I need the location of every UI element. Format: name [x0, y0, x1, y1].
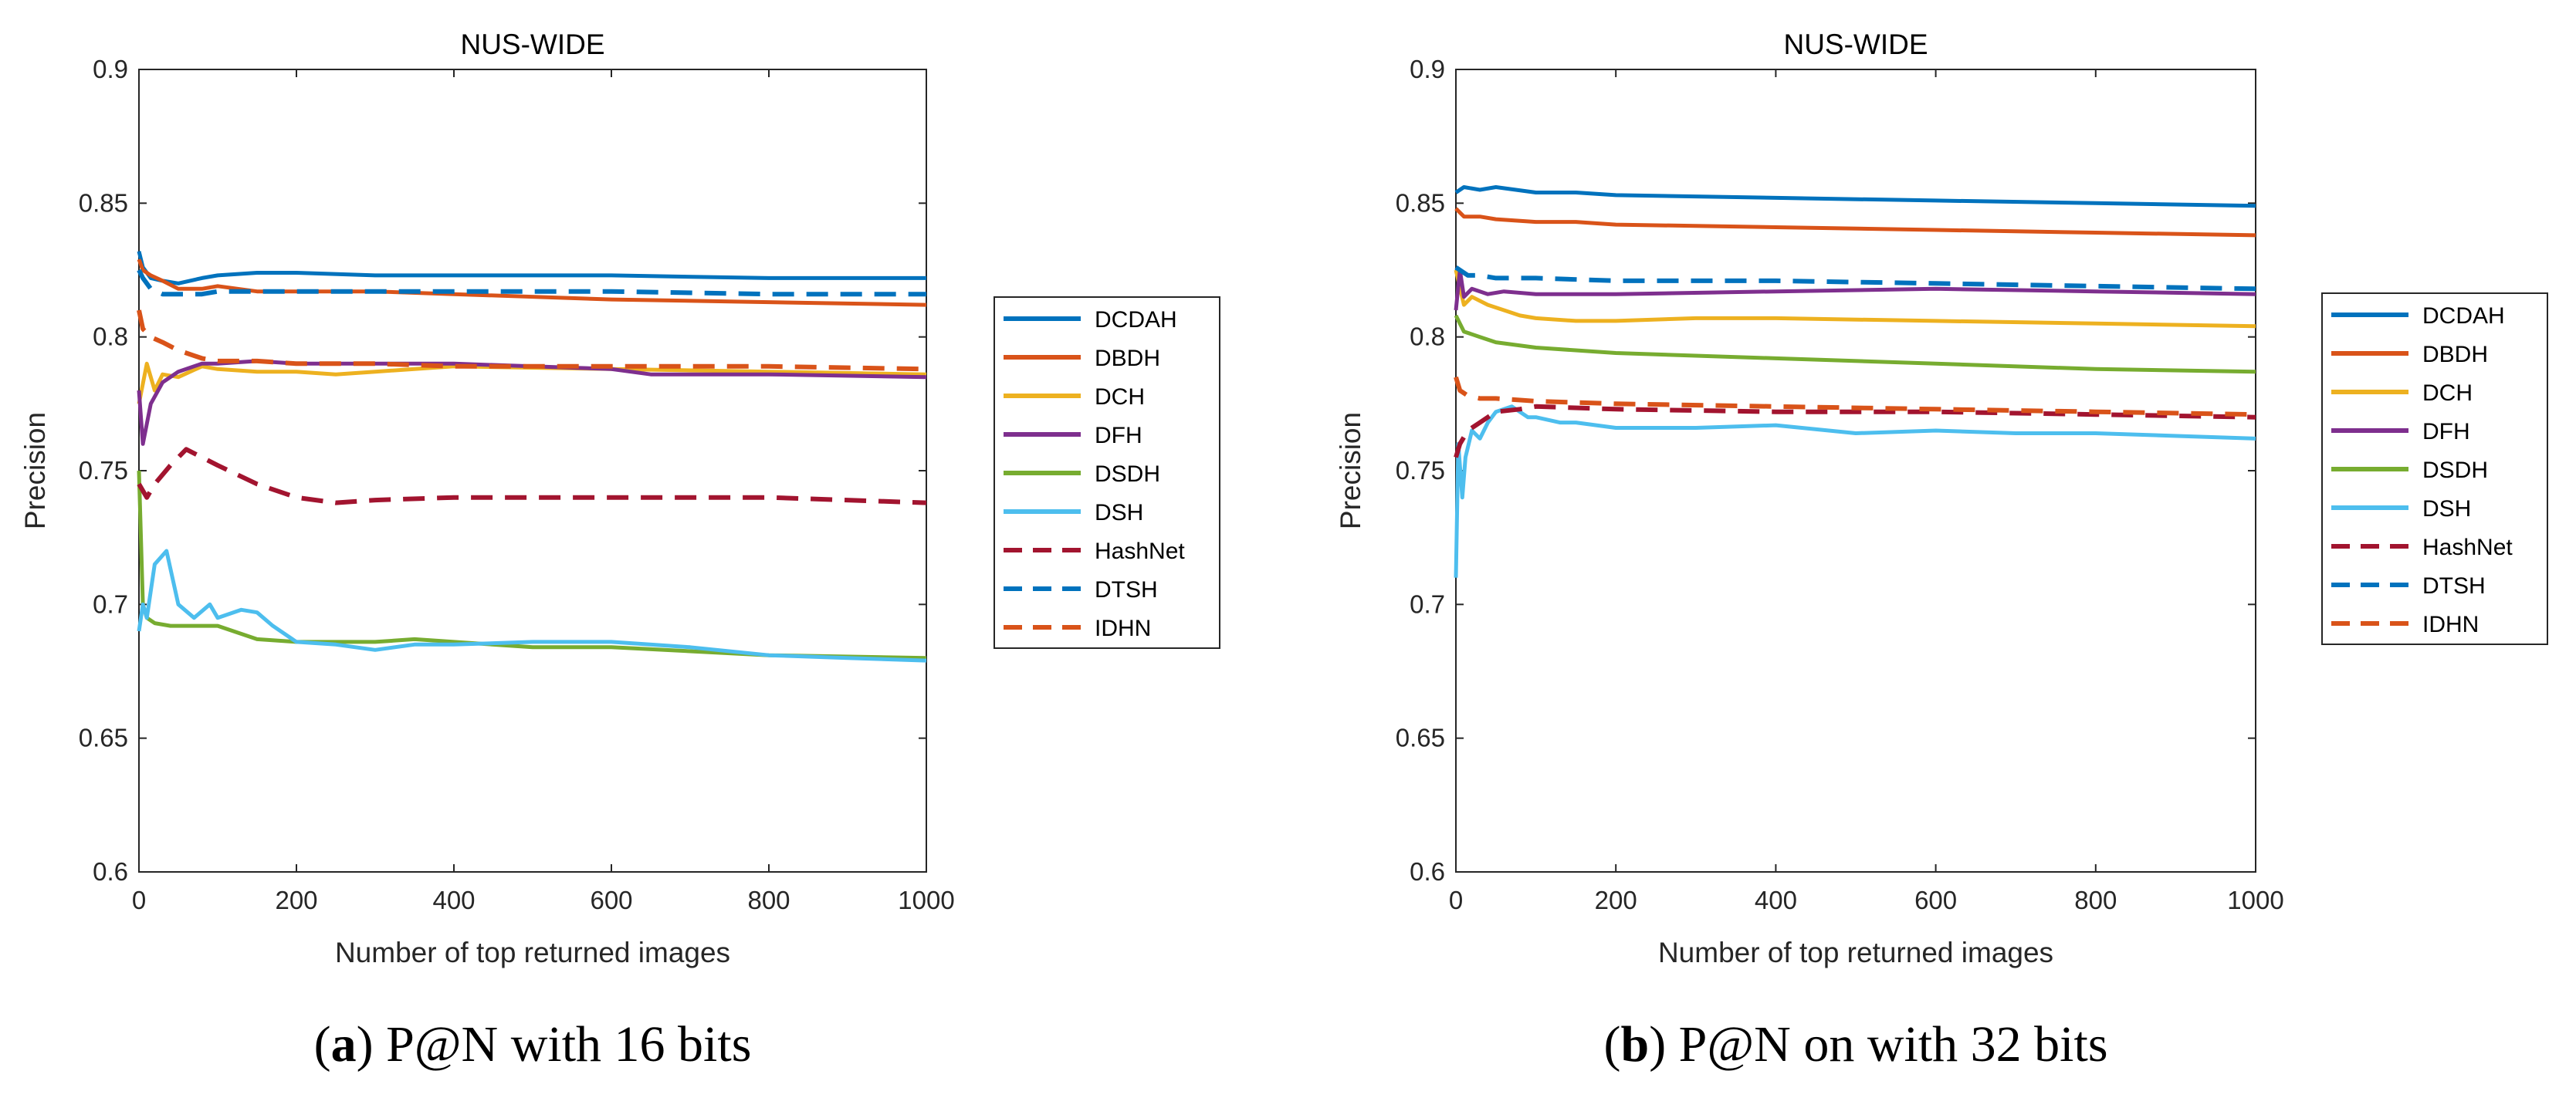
- chart-a-series-dbdh: [137, 258, 927, 307]
- chart-b-legend-label-dfh: DFH: [2422, 419, 2470, 444]
- chart-b-legend-label-dsh: DSH: [2422, 496, 2471, 522]
- chart-b-ytick-label: 0.8: [1410, 323, 1445, 351]
- chart-b-ytick-label: 0.7: [1410, 590, 1445, 618]
- chart-b-y-axis: 0.6 0.65 0.7 0.75 0.8 0.85 0.9: [1396, 55, 2256, 886]
- chart-b-xtick-label: 800: [2074, 886, 2117, 914]
- chart-a-legend-label-dtsh: DTSH: [1095, 577, 1158, 603]
- chart-b-ytick-label: 0.9: [1410, 55, 1445, 83]
- chart-a-caption: (a) P@N with 16 bits: [314, 1016, 752, 1073]
- chart-a-series: [137, 251, 927, 663]
- chart-a-y-axis: 0.6 0.65 0.7 0.75 0.8 0.85 0.9: [79, 55, 926, 886]
- chart-a-series-dsh: [137, 549, 927, 663]
- chart-b-xtick-label: 600: [1914, 886, 1957, 914]
- chart-a-ylabel: Precision: [19, 412, 51, 529]
- chart-a-ytick-label: 0.8: [93, 323, 128, 351]
- chart-a-series-hashnet: [137, 447, 927, 505]
- chart-b-legend-label-hashnet: HashNet: [2422, 535, 2513, 560]
- chart-a-legend-label-dsh: DSH: [1095, 500, 1143, 525]
- chart-b-ytick-label: 0.65: [1396, 724, 1445, 752]
- chart-a-series-idhn: [137, 309, 927, 372]
- chart-b-ytick-label: 0.85: [1396, 188, 1445, 217]
- chart-a-legend-label-dcdah: DCDAH: [1095, 307, 1177, 333]
- chart-b-series-dsh: [1454, 404, 2256, 578]
- chart-a-xtick-label: 200: [275, 886, 317, 914]
- chart-b-xtick-label: 400: [1755, 886, 1797, 914]
- chart-a-xtick-label: 1000: [898, 886, 954, 914]
- chart-b-series-dcdah: [1454, 185, 2256, 208]
- chart-b-series-dfh: [1454, 268, 2256, 311]
- chart-a-xtick-label: 400: [432, 886, 475, 914]
- chart-b-legend: DCDAH DBDH DCH DFH DSDH DSH HashNet DTSH IDHN: [2331, 303, 2513, 637]
- chart-b-series-idhn: [1454, 376, 2256, 417]
- chart-a-plot-area: [138, 69, 927, 873]
- chart-b-legend-label-dbdh: DBDH: [2422, 342, 2488, 367]
- chart-a-legend-label-dsdh: DSDH: [1095, 461, 1160, 487]
- chart-a-xlabel: Number of top returned images: [335, 937, 730, 968]
- chart-a-legend: DCDAH DBDH DCH DFH DSDH DSH HashNet DTSH IDHN: [1004, 307, 1185, 641]
- chart-a-xtick-label: 600: [590, 886, 632, 914]
- panel-b: NUS-WIDE 0.6 0.65 0.7 0.75 0.8 0.85 0.9 0 200 40…: [1335, 29, 2548, 1073]
- chart-b-ytick-label: 0.6: [1410, 857, 1445, 886]
- chart-b-xlabel: Number of top returned images: [1658, 937, 2053, 968]
- chart-b-legend-label-idhn: IDHN: [2422, 612, 2479, 637]
- chart-b-xtick-label: 0: [1449, 886, 1463, 914]
- chart-b-legend-label-dtsh: DTSH: [2422, 573, 2486, 599]
- chart-a-legend-label-hashnet: HashNet: [1095, 539, 1185, 564]
- chart-b-series-dch: [1454, 269, 2256, 329]
- chart-a-ytick-label: 0.75: [79, 456, 128, 485]
- panel-a: NUS-WIDE 0.6 0.65 0.7 0.75 0.8 0.85 0.9 0 200 40…: [19, 29, 1220, 1073]
- chart-b-caption-label: b: [1620, 1016, 1649, 1073]
- chart-a-x-axis: 0 200 400 600 800 1000: [132, 69, 955, 914]
- chart-b-legend-label-dsdh: DSDH: [2422, 458, 2488, 483]
- chart-a-ytick-label: 0.7: [93, 590, 128, 618]
- chart-b-caption-text: P@N on with 32 bits: [1679, 1016, 2108, 1073]
- chart-b-title: NUS-WIDE: [1783, 29, 1928, 60]
- chart-b-caption: (b) P@N on with 32 bits: [1603, 1016, 2107, 1073]
- chart-a-xtick-label: 800: [747, 886, 790, 914]
- chart-a-series-dtsh: [137, 269, 926, 297]
- chart-a-ytick-label: 0.9: [93, 55, 128, 83]
- chart-a-title: NUS-WIDE: [460, 29, 604, 60]
- chart-b-series-dtsh: [1454, 265, 2256, 292]
- chart-a-legend-label-dch: DCH: [1095, 384, 1145, 410]
- chart-b-ytick-label: 0.75: [1396, 456, 1445, 485]
- chart-b-series-dsdh: [1454, 314, 2256, 374]
- chart-b-series-hashnet: [1454, 404, 2256, 458]
- chart-b-legend-label-dch: DCH: [2422, 380, 2473, 406]
- chart-a-ytick-label: 0.85: [79, 188, 128, 217]
- chart-b-series-dbdh: [1454, 207, 2256, 238]
- chart-b-x-axis: 0 200 400 600 800 1000: [1449, 69, 2284, 914]
- chart-b-xtick-label: 200: [1595, 886, 1637, 914]
- chart-a-legend-label-idhn: IDHN: [1095, 616, 1151, 641]
- chart-a-legend-label-dbdh: DBDH: [1095, 346, 1160, 371]
- chart-b-legend-label-dcdah: DCDAH: [2422, 303, 2505, 329]
- chart-b-series: [1454, 185, 2256, 578]
- chart-a-series-dsdh: [137, 470, 927, 660]
- chart-b-plot-area: [1455, 69, 2256, 873]
- chart-a-xtick-label: 0: [132, 886, 146, 914]
- chart-a-legend-label-dfh: DFH: [1095, 423, 1142, 448]
- chart-b-xtick-label: 1000: [2227, 886, 2283, 914]
- chart-a-ytick-label: 0.6: [93, 857, 128, 886]
- chart-a-caption-text: P@N with 16 bits: [386, 1016, 751, 1073]
- chart-a-series-dcdah: [137, 251, 926, 285]
- chart-a-caption-label: a: [331, 1016, 357, 1073]
- chart-b-ylabel: Precision: [1335, 412, 1366, 529]
- chart-a-ytick-label: 0.65: [79, 724, 128, 752]
